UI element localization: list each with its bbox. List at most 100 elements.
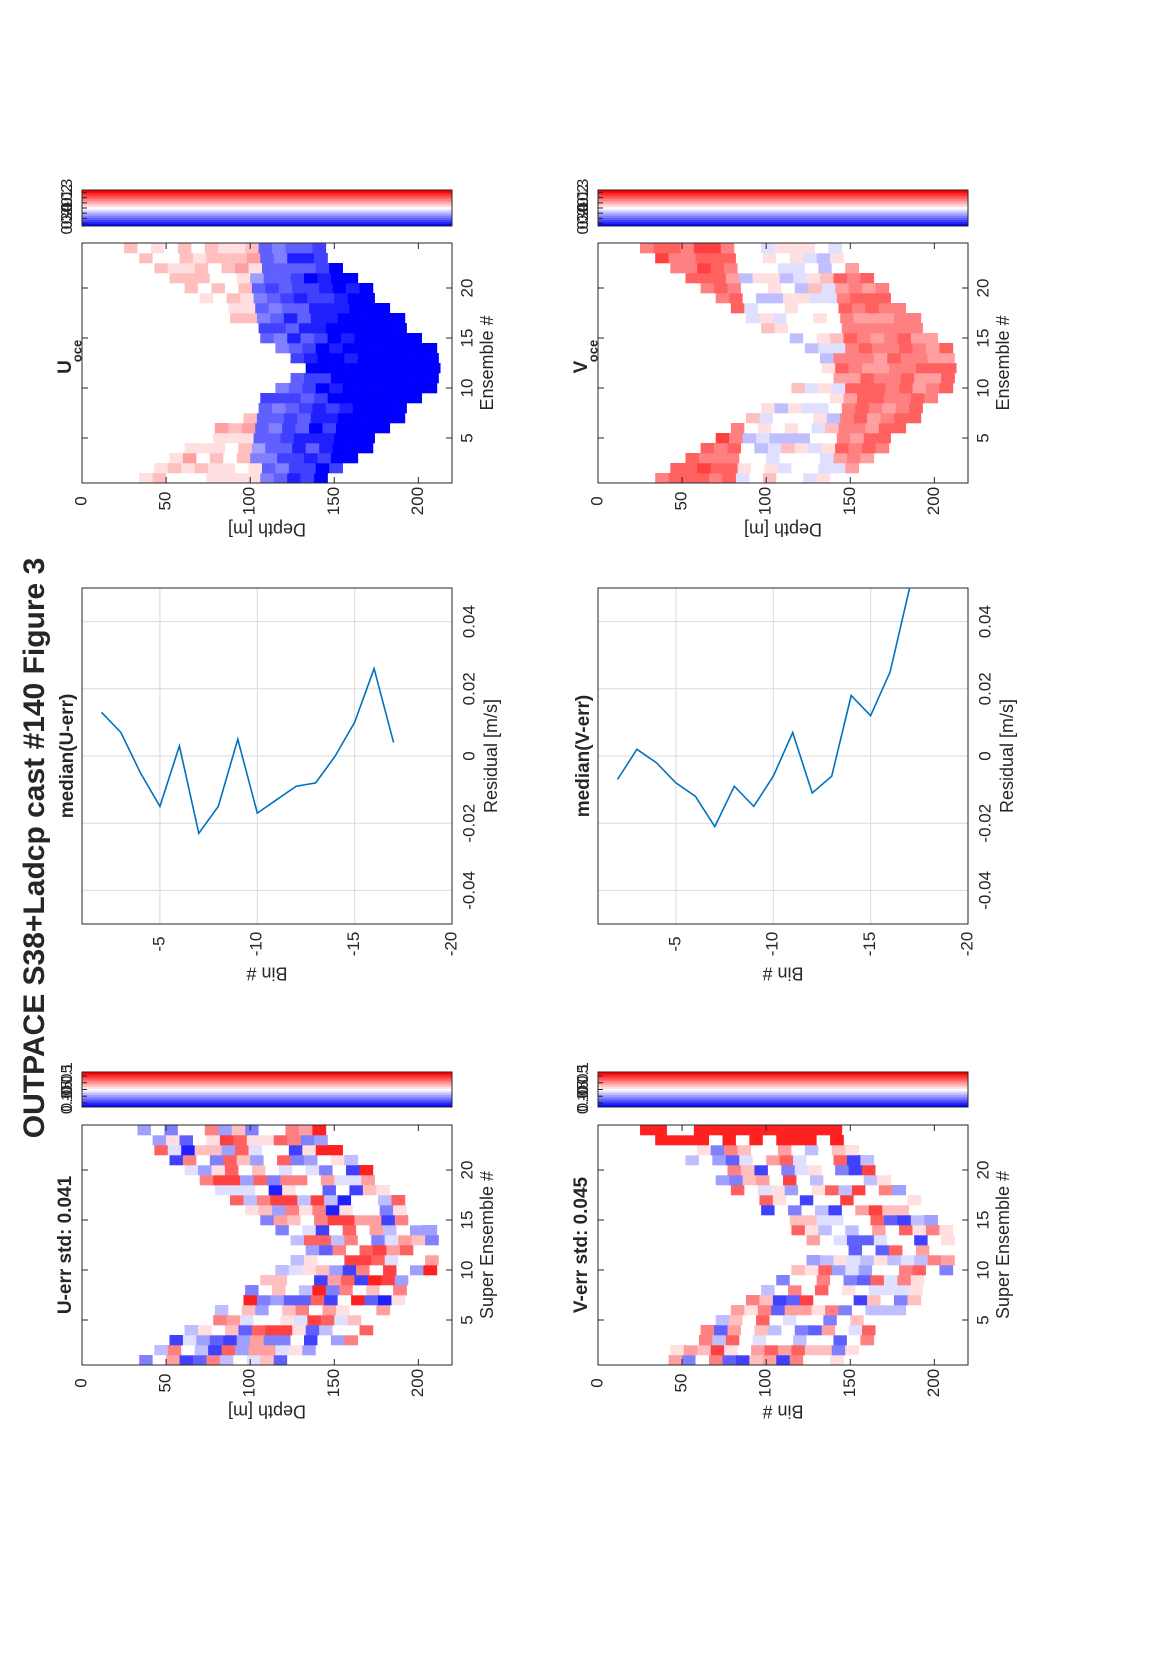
heatmap-cell bbox=[339, 323, 354, 334]
heatmap-cell bbox=[169, 453, 184, 464]
heatmap-cell bbox=[833, 1255, 848, 1266]
heatmap-cell bbox=[752, 273, 767, 284]
heatmap-cell bbox=[352, 403, 367, 414]
heatmap-cell bbox=[900, 1235, 915, 1246]
heatmap-cell bbox=[712, 1155, 727, 1166]
heatmap-cell bbox=[325, 403, 340, 414]
heatmap-cell bbox=[788, 323, 802, 334]
heatmap-cell bbox=[722, 1135, 737, 1146]
heatmap-cell bbox=[307, 433, 322, 444]
heatmap-cell bbox=[682, 1135, 696, 1146]
heatmap-cell bbox=[298, 1125, 313, 1136]
heatmap-cell bbox=[794, 1165, 809, 1176]
heatmap-cell bbox=[818, 1225, 833, 1236]
heatmap-cell bbox=[727, 1165, 742, 1176]
heatmap-cell bbox=[825, 1185, 839, 1196]
heatmap-cell bbox=[806, 1235, 821, 1246]
heatmap-cell bbox=[820, 273, 834, 284]
heatmap-cell bbox=[255, 423, 269, 434]
heatmap-cell bbox=[870, 393, 885, 404]
heatmap-cell bbox=[784, 303, 799, 314]
heatmap-cell bbox=[245, 243, 259, 254]
heatmap-cell bbox=[167, 263, 182, 274]
heatmap-cell bbox=[793, 453, 807, 464]
heatmap-cell bbox=[302, 383, 317, 394]
heatmap-cell bbox=[367, 1275, 382, 1286]
heatmap-cell bbox=[772, 413, 787, 424]
heatmap-cell bbox=[924, 1215, 939, 1226]
colorbar-step bbox=[598, 1086, 968, 1089]
heatmap-cell bbox=[742, 1175, 757, 1186]
heatmap-cell bbox=[697, 1145, 711, 1156]
heatmap-cell bbox=[411, 373, 426, 384]
heatmap-cell bbox=[337, 413, 352, 424]
heatmap-cell bbox=[230, 1295, 244, 1306]
heatmap-cell bbox=[226, 1175, 241, 1186]
colorbar-tick-label: 0 bbox=[575, 203, 592, 212]
heatmap-cell bbox=[204, 243, 219, 254]
heatmap-cell bbox=[335, 1185, 350, 1196]
heatmap-cell bbox=[322, 423, 337, 434]
heatmap-cell bbox=[914, 1255, 928, 1266]
heatmap-cell bbox=[287, 1355, 301, 1366]
heatmap-cell bbox=[826, 313, 841, 324]
colorbar-step bbox=[598, 213, 968, 216]
heatmap-cell bbox=[169, 273, 184, 284]
x-tick-label: 10 bbox=[973, 379, 992, 398]
heatmap-cell bbox=[840, 1195, 854, 1206]
heatmap-cell bbox=[858, 1265, 873, 1276]
heatmap-cell bbox=[830, 333, 844, 344]
heatmap-cell bbox=[818, 1265, 833, 1276]
heatmap-cell bbox=[818, 263, 833, 274]
heatmap-cell bbox=[865, 1185, 880, 1196]
y-tick-label: 0 bbox=[587, 1378, 606, 1387]
heatmap-cell bbox=[715, 1175, 730, 1186]
heatmap-cell bbox=[909, 403, 923, 414]
heatmap-cell bbox=[290, 273, 305, 284]
heatmap-cell bbox=[853, 313, 868, 324]
heatmap-cell bbox=[277, 273, 291, 284]
colorbar-step bbox=[82, 1084, 452, 1087]
heatmap-cell bbox=[295, 1305, 310, 1316]
heatmap-cell bbox=[806, 353, 821, 364]
heatmap-cell bbox=[747, 1125, 762, 1136]
panel-title: V-err std: 0.045 bbox=[571, 1176, 592, 1313]
heatmap-cell bbox=[831, 1225, 846, 1236]
heatmap-cell bbox=[391, 1195, 406, 1206]
heatmap-cell bbox=[261, 263, 276, 274]
heatmap-cell bbox=[334, 1175, 349, 1186]
heatmap-cell bbox=[789, 473, 804, 484]
heatmap-cell bbox=[317, 453, 332, 464]
x-tick-label: 10 bbox=[457, 379, 476, 398]
heatmap-cell bbox=[814, 1285, 829, 1296]
heatmap-cell bbox=[857, 1215, 871, 1226]
heatmap-cell bbox=[761, 1205, 775, 1216]
heatmap-cell bbox=[273, 253, 288, 264]
heatmap-cell bbox=[226, 1315, 241, 1326]
heatmap-cell bbox=[408, 1275, 423, 1286]
heatmap-cell bbox=[776, 1275, 791, 1286]
heatmap-cell bbox=[709, 1135, 723, 1146]
heatmap-cell bbox=[268, 303, 283, 314]
heatmap-cell bbox=[764, 1145, 779, 1156]
heatmap-cell bbox=[767, 443, 782, 454]
heatmap-cell bbox=[895, 1285, 910, 1296]
heatmap-cell bbox=[715, 1315, 730, 1326]
heatmap-cell bbox=[715, 433, 730, 444]
heatmap-cell bbox=[700, 1325, 715, 1336]
x-tick-label: 15 bbox=[973, 1211, 992, 1230]
heatmap-cell bbox=[894, 1195, 908, 1206]
heatmap-cell bbox=[272, 403, 286, 414]
heatmap-cell bbox=[793, 273, 807, 284]
heatmap-cell bbox=[399, 363, 414, 374]
colorbar-step bbox=[598, 217, 968, 221]
heatmap-cell bbox=[774, 323, 789, 334]
heatmap-cell bbox=[346, 1325, 360, 1336]
heatmap-cell bbox=[260, 1215, 275, 1226]
heatmap-cell bbox=[352, 1205, 367, 1216]
colorbar-step bbox=[82, 1100, 452, 1104]
heatmap-cell bbox=[848, 283, 863, 294]
heatmap-cell bbox=[683, 463, 698, 474]
heatmap-cell bbox=[813, 413, 828, 424]
heatmap-cell bbox=[354, 1275, 369, 1286]
